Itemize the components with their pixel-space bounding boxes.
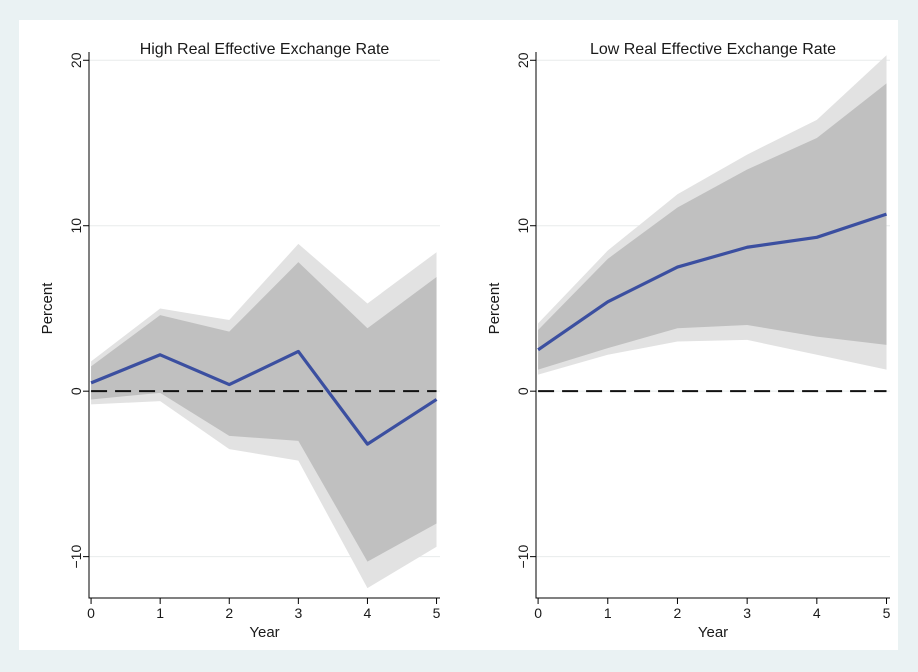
y-tick-label: 0 — [515, 387, 531, 395]
x-tick-label: 3 — [294, 605, 302, 621]
y-tick-label: 20 — [515, 52, 531, 68]
confidence-bands — [91, 243, 437, 589]
confidence-band-inner — [538, 83, 887, 370]
x-tick-label: 2 — [674, 605, 682, 621]
x-axis-title: Year — [698, 624, 728, 641]
panel-title: Low Real Effective Exchange Rate — [590, 41, 836, 58]
x-tick-label: 2 — [225, 605, 233, 621]
confidence-band-inner — [91, 262, 437, 562]
y-tick-label: 10 — [515, 218, 531, 234]
y-axis-title: Percent — [39, 282, 56, 335]
panel-high-reer: −10 0 10 20 0 1 2 3 4 5 High Real Effective Excha… — [39, 41, 441, 641]
series-line — [90, 349, 438, 446]
series-line — [537, 212, 888, 352]
x-tick-label: 0 — [534, 605, 542, 621]
panel-low-reer: −10 0 10 20 0 1 2 3 4 5 Low Real Effective Exchan… — [486, 41, 891, 641]
x-tick-label: 3 — [743, 605, 751, 621]
y-tick-label: 20 — [68, 52, 84, 68]
x-tick-label: 1 — [156, 605, 164, 621]
y-tick-label: 10 — [68, 218, 84, 234]
panel-title: High Real Effective Exchange Rate — [140, 41, 390, 58]
axes: −10 0 10 20 0 1 2 3 4 5 — [515, 52, 891, 621]
y-tick-label: 0 — [68, 387, 84, 395]
axes: −10 0 10 20 0 1 2 3 4 5 — [68, 52, 441, 621]
x-tick-label: 5 — [883, 605, 891, 621]
y-tick-label: −10 — [68, 545, 84, 569]
y-axis-title: Percent — [486, 282, 503, 335]
y-tick-label: −10 — [515, 545, 531, 569]
x-tick-label: 4 — [813, 605, 821, 621]
x-tick-label: 0 — [87, 605, 95, 621]
x-axis-title: Year — [249, 624, 279, 641]
x-tick-label: 1 — [604, 605, 612, 621]
x-tick-label: 5 — [433, 605, 441, 621]
x-tick-label: 4 — [364, 605, 372, 621]
